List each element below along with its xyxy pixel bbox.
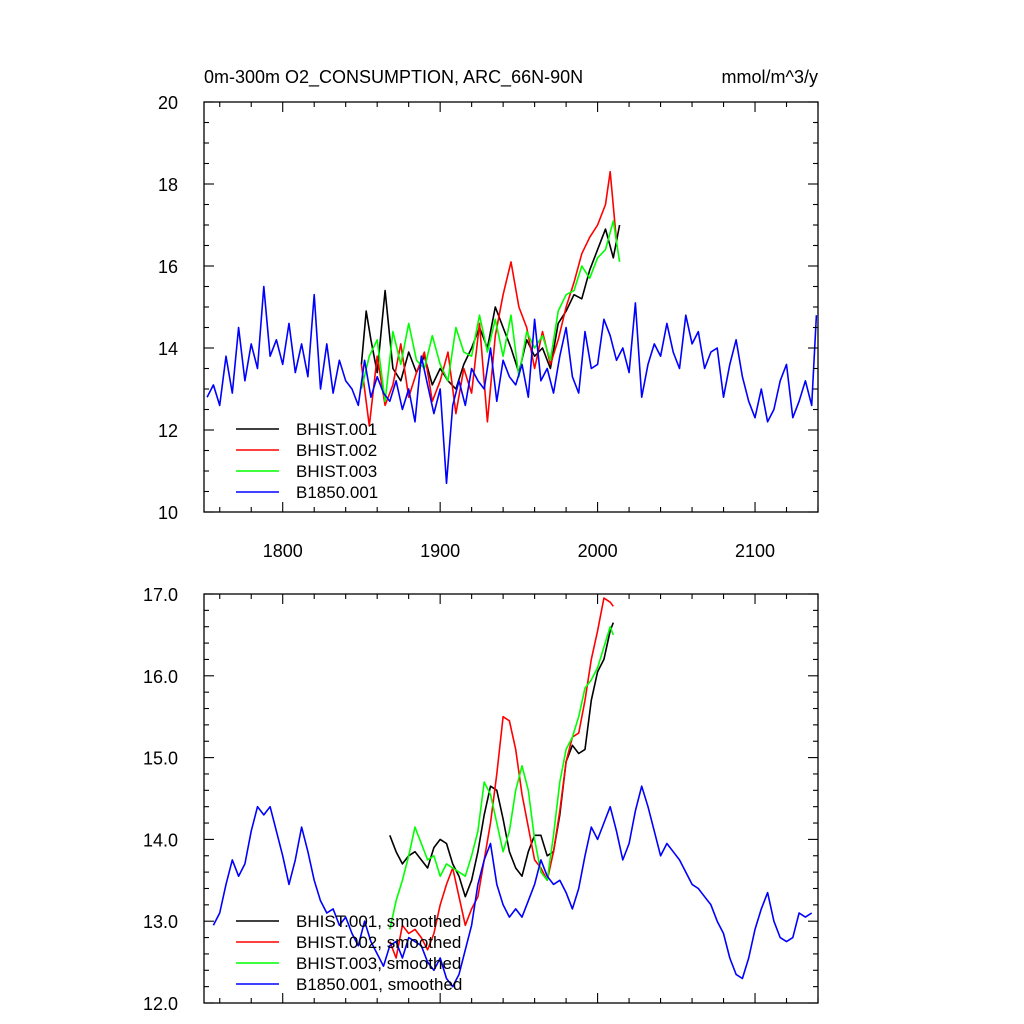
series-line-b1850-001 [206, 285, 818, 485]
y-tick-label: 12 [158, 421, 178, 441]
y-tick-label: 20 [158, 93, 178, 113]
legend-label: BHIST.003 [296, 462, 377, 481]
y-tick-label: 16 [158, 257, 178, 277]
y-tick-label: 12.0 [143, 994, 178, 1014]
series-line-bhist-002-smoothed [389, 597, 614, 959]
x-tick-label: 2100 [735, 541, 775, 561]
series-lines [212, 597, 813, 988]
series-lines [206, 170, 818, 485]
y-tick-label: 10 [158, 503, 178, 523]
legend-label: BHIST.001 [296, 420, 377, 439]
legend-label: BHIST.002 [296, 441, 377, 460]
plot-title-right: mmol/m^3/y [722, 67, 818, 87]
x-tick-label: 1800 [263, 541, 303, 561]
y-tick-label: 14.0 [143, 830, 178, 850]
bottom-panel: 12.0 13.0 14.0 15.0 16.0 17.0 BHIST.001, smoot… [143, 585, 819, 1014]
legend: BHIST.001, smoothed BHIST.002, smoothed BH… [236, 912, 462, 994]
legend: BHIST.001 BHIST.002 BHIST.003 B1850.001 [236, 420, 378, 502]
series-line-bhist-003-smoothed [389, 625, 615, 930]
y-tick-label: 13.0 [143, 912, 178, 932]
legend-label: BHIST.003, smoothed [296, 954, 461, 973]
series-line-b1850-001-smoothed [212, 785, 813, 988]
plot-title-left: 0m-300m O2_CONSUMPTION, ARC_66N-90N [204, 67, 583, 88]
x-tick-label: 2000 [578, 541, 618, 561]
x-tick-label: 1900 [420, 541, 460, 561]
legend-label: B1850.001, smoothed [296, 975, 462, 994]
legend-label: B1850.001 [296, 483, 378, 502]
series-line-bhist-001-smoothed [389, 622, 615, 898]
series-line-bhist-002 [360, 170, 618, 427]
y-tick-label: 16.0 [143, 667, 178, 687]
series-line-bhist-003 [360, 220, 621, 403]
series-line-bhist-001 [360, 224, 621, 390]
y-tick-label: 17.0 [143, 585, 178, 605]
plot-frame [203, 593, 819, 1004]
y-tick-label: 14 [158, 339, 178, 359]
top-panel: 1800 1900 2000 2100101214161820BHIST.001BHI… [158, 93, 819, 561]
y-tick-label: 15.0 [143, 749, 178, 769]
legend-label: BHIST.001, smoothed [296, 912, 461, 931]
legend-label: BHIST.002, smoothed [296, 933, 461, 952]
y-tick-label: 18 [158, 175, 178, 195]
